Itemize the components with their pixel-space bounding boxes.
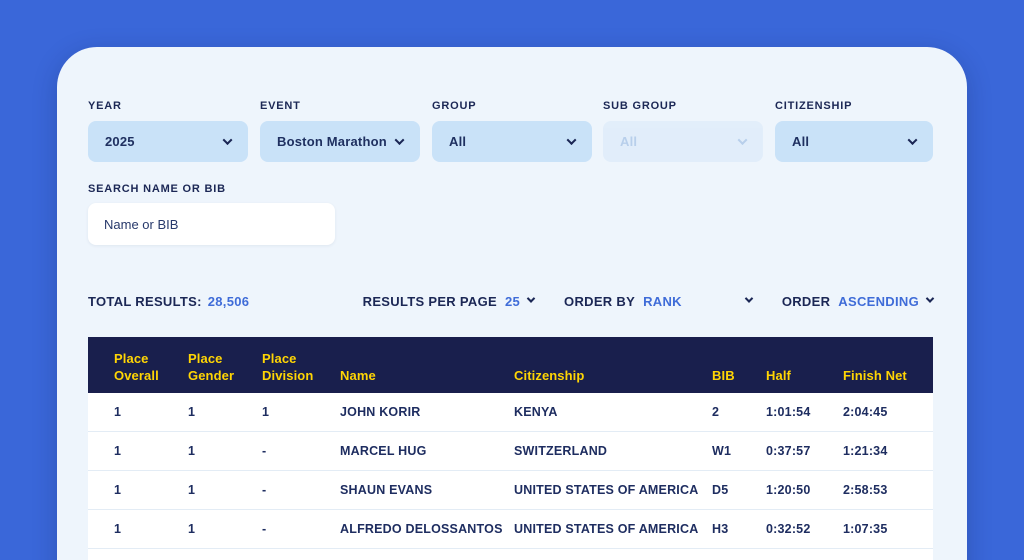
results-table: Place Overall Place Gender Place Divisio…	[88, 337, 933, 560]
col-bib: BIB	[712, 368, 735, 384]
table-header-row: Place Overall Place Gender Place Divisio…	[88, 337, 933, 393]
cell-place-overall: 1	[114, 444, 122, 458]
chevron-down-icon	[526, 294, 536, 303]
cell-finish-net: 1:21:34	[843, 444, 888, 458]
year-label: YEAR	[88, 100, 122, 112]
group-label: GROUP	[432, 100, 477, 112]
cell-citizenship: KENYA	[514, 405, 558, 419]
year-select[interactable]: 2025	[88, 121, 248, 162]
cell-citizenship: SWITZERLAND	[514, 444, 608, 458]
order-by-value: RANK	[643, 294, 682, 309]
cell-name: SHAUN EVANS	[340, 483, 433, 497]
chevron-down-icon	[394, 135, 405, 146]
col-place-division: Place Division	[262, 350, 314, 384]
cell-name: ALFREDO DELOSSANTOS	[340, 522, 503, 536]
cell-place-division: -	[262, 522, 267, 536]
col-finish-net: Finish Net	[843, 368, 907, 384]
total-results-value: 28,506	[207, 294, 250, 309]
cell-citizenship: UNITED STATES OF AMERICA	[514, 483, 699, 497]
cell-name: JOHN KORIR	[340, 405, 421, 419]
year-select-value: 2025	[105, 134, 135, 149]
order-direction-select[interactable]: ORDER ASCENDING	[781, 294, 935, 309]
cell-finish-net: 1:07:35	[843, 522, 888, 536]
order-label: ORDER	[781, 294, 831, 309]
cell-place-overall: 1	[114, 405, 122, 419]
chevron-down-icon	[925, 294, 935, 303]
results-per-page-value: 25	[504, 294, 521, 309]
sub-group-select: All	[603, 121, 763, 162]
results-per-page-label: RESULTS PER PAGE	[362, 294, 497, 309]
cell-bib: 2	[712, 405, 720, 419]
chevron-down-icon	[907, 135, 918, 146]
sub-group-select-value: All	[620, 134, 638, 149]
chevron-down-icon	[222, 135, 233, 146]
chevron-down-icon	[737, 135, 748, 146]
citizenship-select[interactable]: All	[775, 121, 933, 162]
group-select[interactable]: All	[432, 121, 592, 162]
cell-name: MARCEL HUG	[340, 444, 427, 458]
table-row: 1 1 - SHAUN EVANS UNITED STATES OF AMERI…	[88, 471, 933, 510]
event-select[interactable]: Boston Marathon	[260, 121, 420, 162]
cell-bib: W1	[712, 444, 732, 458]
cell-bib: H3	[712, 522, 729, 536]
chevron-down-icon	[744, 294, 754, 303]
results-bar: TOTAL RESULTS: 28,506 RESULTS PER PAGE 2…	[88, 294, 935, 309]
cell-place-division: -	[262, 483, 267, 497]
cell-place-gender: 1	[188, 405, 196, 419]
total-results: TOTAL RESULTS: 28,506	[88, 294, 249, 309]
col-citizenship: Citizenship	[514, 368, 585, 384]
order-value: ASCENDING	[838, 294, 919, 309]
cell-half: 1:20:50	[766, 483, 811, 497]
total-results-label: TOTAL RESULTS:	[88, 294, 202, 309]
event-label: EVENT	[260, 100, 301, 112]
cell-place-gender: 1	[188, 522, 196, 536]
table-row: 1 1 - MARCEL HUG SWITZERLAND W1 0:37:57 …	[88, 432, 933, 471]
col-place-overall: Place Overall	[114, 350, 159, 384]
order-by-label: ORDER BY	[564, 294, 636, 309]
search-input[interactable]	[88, 203, 335, 245]
cell-place-division: 1	[262, 405, 270, 419]
cell-half: 0:37:57	[766, 444, 811, 458]
cell-place-division: -	[262, 444, 267, 458]
cell-citizenship: UNITED STATES OF AMERICA	[514, 522, 699, 536]
group-select-value: All	[449, 134, 467, 149]
col-name: Name	[340, 368, 376, 384]
cell-bib: D5	[712, 483, 729, 497]
event-select-value: Boston Marathon	[277, 134, 387, 149]
col-half: Half	[766, 368, 791, 384]
cell-finish-net: 2:04:45	[843, 405, 888, 419]
table-row: 1 1 - ALFREDO DELOSSANTOS UNITED STATES …	[88, 510, 933, 549]
citizenship-label: CITIZENSHIP	[775, 100, 853, 112]
results-finder-card: YEAR EVENT GROUP SUB GROUP CITIZENSHIP 2…	[57, 47, 967, 560]
table-row: 1 1 1 JOHN KORIR KENYA 2 1:01:54 2:04:45	[88, 393, 933, 432]
order-by-select[interactable]: ORDER BY RANK	[564, 294, 754, 309]
cell-finish-net: 2:58:53	[843, 483, 888, 497]
sub-group-label: SUB GROUP	[603, 100, 677, 112]
citizenship-select-value: All	[792, 134, 810, 149]
cell-place-gender: 1	[188, 444, 196, 458]
cell-place-overall: 1	[114, 483, 122, 497]
col-place-gender: Place Gender	[188, 350, 235, 384]
results-per-page-select[interactable]: RESULTS PER PAGE 25	[362, 294, 536, 309]
cell-half: 0:32:52	[766, 522, 811, 536]
search-label: SEARCH NAME OR BIB	[88, 183, 226, 195]
cell-place-gender: 1	[188, 483, 196, 497]
cell-place-overall: 1	[114, 522, 122, 536]
table-row	[88, 549, 933, 560]
chevron-down-icon	[566, 135, 577, 146]
cell-half: 1:01:54	[766, 405, 811, 419]
